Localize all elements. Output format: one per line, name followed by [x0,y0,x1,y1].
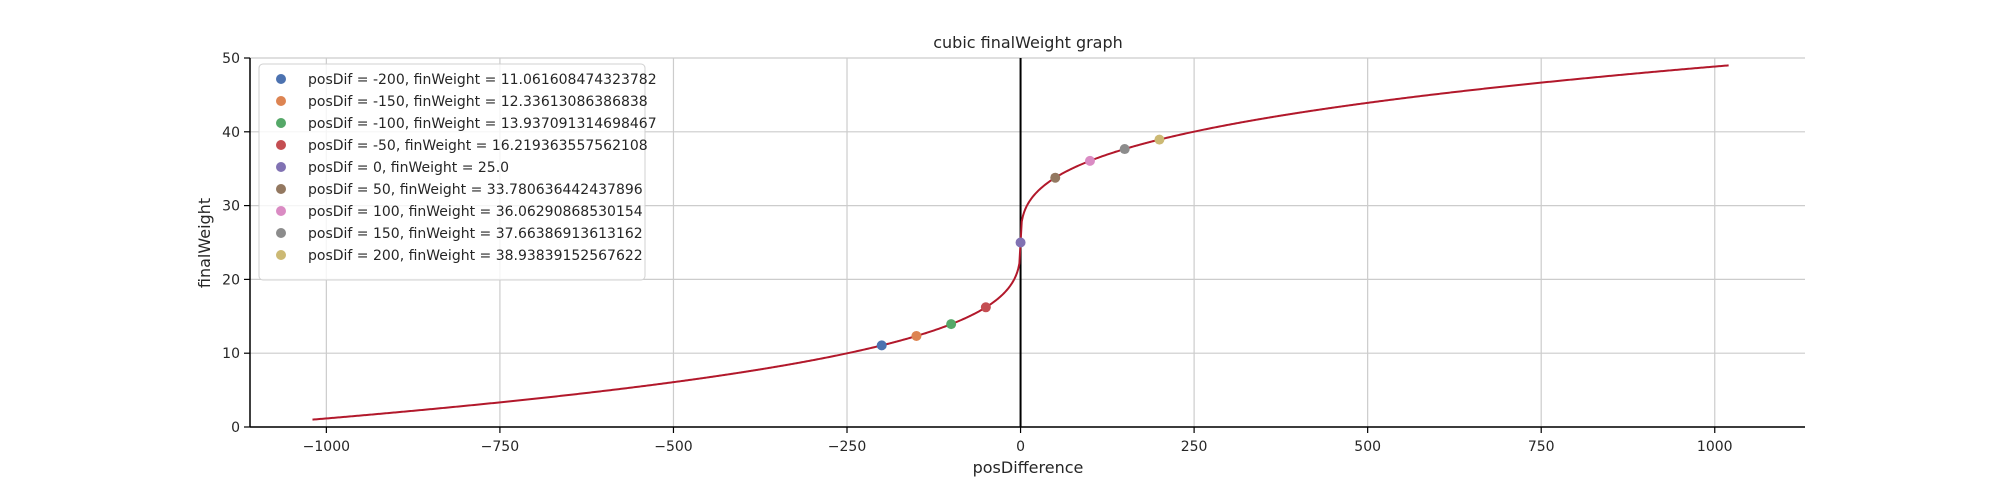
y-tick-label: 20 [222,272,240,288]
legend-label: posDif = 150, finWeight = 37.66386913613… [308,226,643,242]
axes [249,58,1805,428]
legend-marker [276,206,286,216]
data-point [1084,155,1095,166]
data-points [876,134,1165,351]
data-point [1015,237,1026,248]
data-point [980,302,991,313]
legend-label: posDif = 0, finWeight = 25.0 [308,160,509,176]
legend-marker [276,228,286,238]
x-tick-label: −500 [654,439,692,455]
data-point [876,340,887,351]
x-tick-label: 0 [1016,439,1025,455]
legend-label: posDif = -50, finWeight = 16.21936355756… [308,138,648,154]
legend-box [258,63,646,281]
y-tick-label: 50 [222,51,240,67]
data-point [946,319,957,330]
y-tick-label: 30 [222,199,240,215]
legend-label: posDif = 200, finWeight = 38.93839152567… [308,248,643,264]
y-tick-label: 0 [231,420,240,436]
y-ticks: 0 10 20 30 40 50 [222,51,250,436]
x-tick-label: 750 [1528,439,1555,455]
y-tick-label: 40 [222,125,240,141]
legend-marker [276,140,286,150]
legend-marker [276,184,286,194]
x-axis-label: posDifference [973,458,1084,477]
y-axis-label: finalWeight [195,198,214,288]
legend-marker [276,118,286,128]
chart-title: cubic finalWeight graph [933,33,1123,52]
data-point [911,330,922,341]
data-point [1050,172,1061,183]
data-point [1119,144,1130,155]
y-tick-label: 10 [222,346,240,362]
data-point [1154,134,1165,145]
legend-label: posDif = -150, finWeight = 12.3361308638… [308,94,648,110]
legend-marker [276,162,286,172]
x-ticks: −1000 −750 −500 −250 0 250 500 750 1000 [303,427,1733,455]
x-tick-label: 1000 [1697,439,1733,455]
legend-marker [276,96,286,106]
legend-marker [276,250,286,260]
x-tick-label: 500 [1354,439,1381,455]
legend-label: posDif = 50, finWeight = 33.780636442437… [308,182,643,198]
x-tick-label: −250 [828,439,866,455]
legend-label: posDif = -200, finWeight = 11.0616084743… [308,72,657,88]
legend-label: posDif = 100, finWeight = 36.06290868530… [308,204,643,220]
legend: posDif = -200, finWeight = 11.0616084743… [258,63,657,281]
legend-label: posDif = -100, finWeight = 13.9370913146… [308,116,657,132]
x-tick-label: −750 [481,439,519,455]
x-tick-label: −1000 [303,439,350,455]
legend-marker [276,74,286,84]
x-tick-label: 250 [1181,439,1208,455]
